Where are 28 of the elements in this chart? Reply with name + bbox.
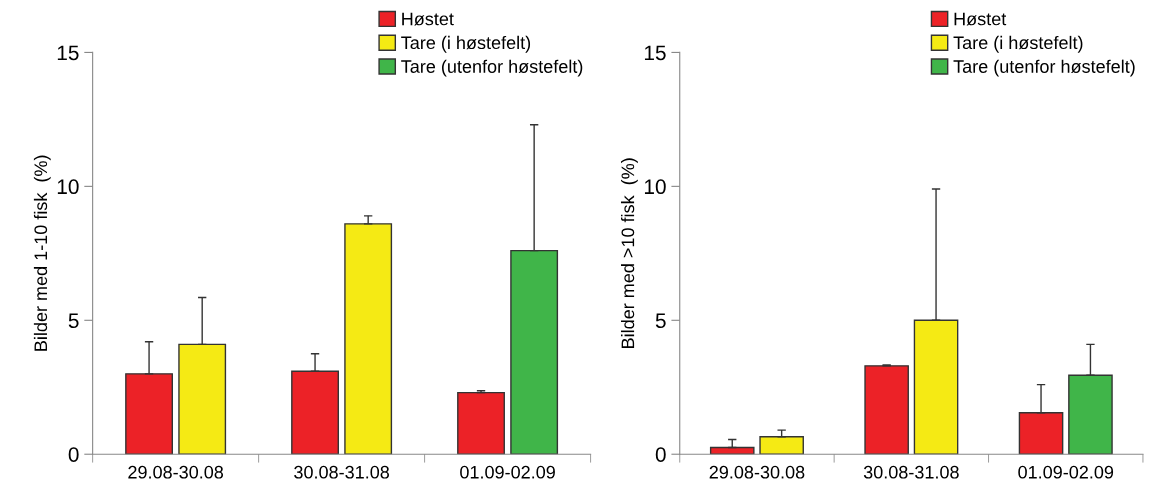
y-tick-label: 5 [655, 313, 666, 329]
bar [759, 436, 804, 455]
y-tick-label: 0 [655, 447, 666, 462]
bar [125, 373, 174, 455]
y-axis-title: Bilder med >10 fisk (%) [620, 158, 638, 348]
bar [864, 365, 909, 455]
x-tick-label: 29.08-30.08 [709, 465, 805, 479]
y-tick-label: 15 [644, 45, 666, 61]
x-tick-label: 29.08-30.08 [128, 465, 224, 479]
bar [291, 370, 339, 455]
legend-label: Tare (utenfor høstefelt) [953, 59, 1135, 77]
x-tick-label: 30.08-31.08 [863, 465, 959, 479]
bar [457, 391, 505, 455]
legend-label: Tare (i høstefelt) [953, 35, 1083, 53]
y-tick-label: 0 [68, 447, 79, 462]
legend-label: Tare (i høstefelt) [401, 35, 531, 53]
y-tick-label: 15 [57, 45, 79, 61]
y-tick-label: 10 [644, 179, 666, 195]
y-axis-title: Bilder med 1-10 fisk (%) [33, 155, 51, 351]
x-tick-label: 01.09-02.09 [1018, 465, 1114, 479]
y-tick-label: 10 [57, 179, 79, 195]
x-tick-label: 01.09-02.09 [460, 465, 555, 479]
x-tick-label: 30.08-31.08 [294, 465, 390, 479]
y-tick-label: 5 [68, 313, 79, 329]
legend-label: Høstet [402, 12, 454, 26]
legend-label: Tare (utenfor høstefelt) [401, 59, 583, 77]
legend-label: Høstet [954, 12, 1007, 26]
bar [344, 223, 393, 455]
